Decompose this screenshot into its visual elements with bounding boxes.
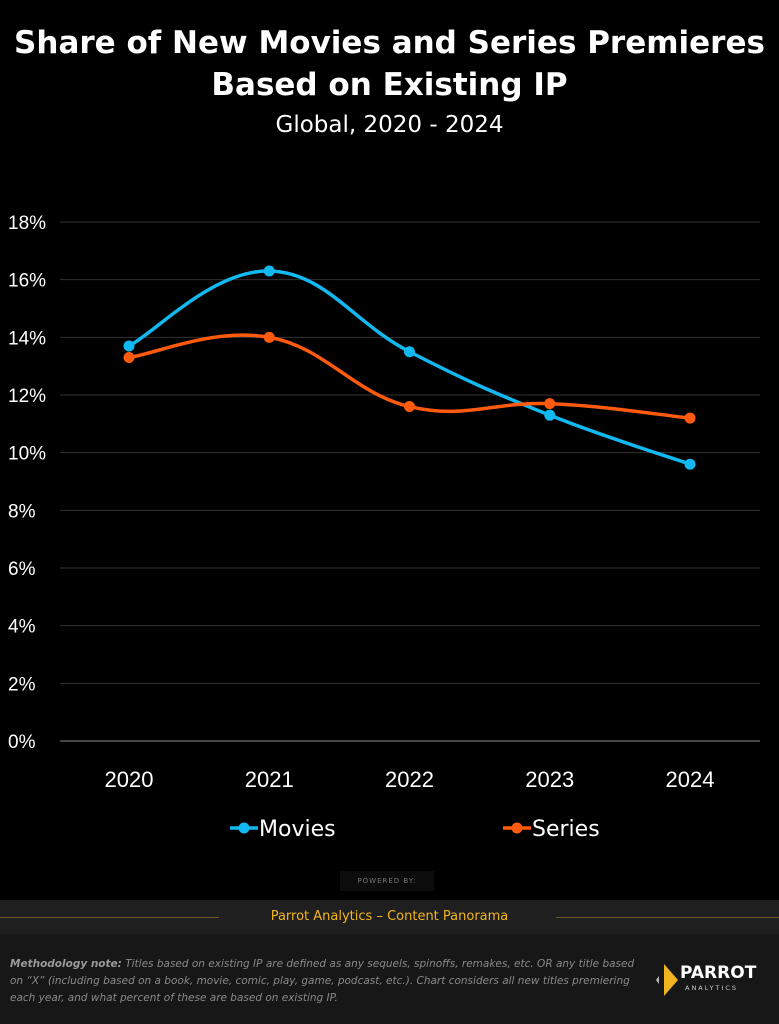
- data-point-series: [263, 331, 275, 343]
- source-text: Parrot Analytics – Content Panorama: [270, 909, 509, 924]
- legend-marker-series: [511, 822, 523, 834]
- data-point-movies: [684, 458, 696, 470]
- data-point-series: [684, 412, 696, 424]
- methodology-note: Methodology note: Titles based on existi…: [10, 956, 650, 1007]
- y-tick-label: 2%: [8, 674, 36, 695]
- data-point-series: [123, 352, 135, 364]
- source-band: Parrot Analytics – Content Panorama: [0, 900, 779, 934]
- x-tick-label: 2020: [105, 767, 154, 792]
- x-tick-label: 2022: [385, 767, 434, 792]
- title-line-1: Share of New Movies and Series Premieres: [14, 25, 765, 61]
- footer: Methodology note: Titles based on existi…: [0, 934, 779, 1024]
- legend-label-series: Series: [532, 817, 600, 842]
- data-point-series: [544, 398, 556, 410]
- y-tick-label: 6%: [8, 559, 36, 580]
- parrot-analytics-logo: PARROT ANALYTICS: [652, 960, 762, 1000]
- chart-subtitle: Global, 2020 - 2024: [275, 112, 504, 138]
- title-line-2: Based on Existing IP: [211, 67, 568, 103]
- legend-label-movies: Movies: [259, 817, 336, 842]
- logo-name: PARROT: [680, 963, 757, 983]
- powered-by-label: POWERED BY:: [340, 871, 434, 891]
- parrot-logo-icon: [656, 964, 678, 996]
- y-tick-label: 10%: [8, 444, 46, 465]
- x-tick-label: 2021: [245, 767, 294, 792]
- line-chart: 0% 2% 4% 6% 8% 10% 12% 14% 16% 18% 2020 2021 2022 202…: [8, 213, 760, 842]
- data-point-movies: [404, 346, 415, 358]
- data-point-movies: [123, 340, 135, 352]
- y-tick-label: 8%: [8, 501, 36, 522]
- y-tick-label: 12%: [8, 386, 46, 407]
- y-tick-label: 18%: [8, 213, 46, 234]
- data-point-movies: [544, 409, 556, 421]
- chart-title: Share of New Movies and Series Premieres…: [0, 22, 779, 106]
- note-label: Methodology note:: [10, 958, 122, 970]
- divider-right: [556, 917, 779, 918]
- x-tick-label: 2023: [525, 767, 574, 792]
- divider-left: [0, 917, 219, 918]
- y-tick-label: 0%: [8, 732, 36, 753]
- data-point-series: [404, 401, 415, 413]
- y-tick-label: 16%: [8, 271, 46, 292]
- note-text: Titles based on existing IP are defined …: [10, 958, 635, 1004]
- y-tick-label: 4%: [8, 617, 36, 638]
- y-tick-label: 14%: [8, 328, 46, 349]
- x-tick-label: 2024: [666, 767, 715, 792]
- legend-marker-movies: [238, 822, 250, 834]
- logo-sub: ANALYTICS: [685, 984, 739, 992]
- data-point-movies: [263, 265, 275, 277]
- series-line-movies: [128, 269, 691, 466]
